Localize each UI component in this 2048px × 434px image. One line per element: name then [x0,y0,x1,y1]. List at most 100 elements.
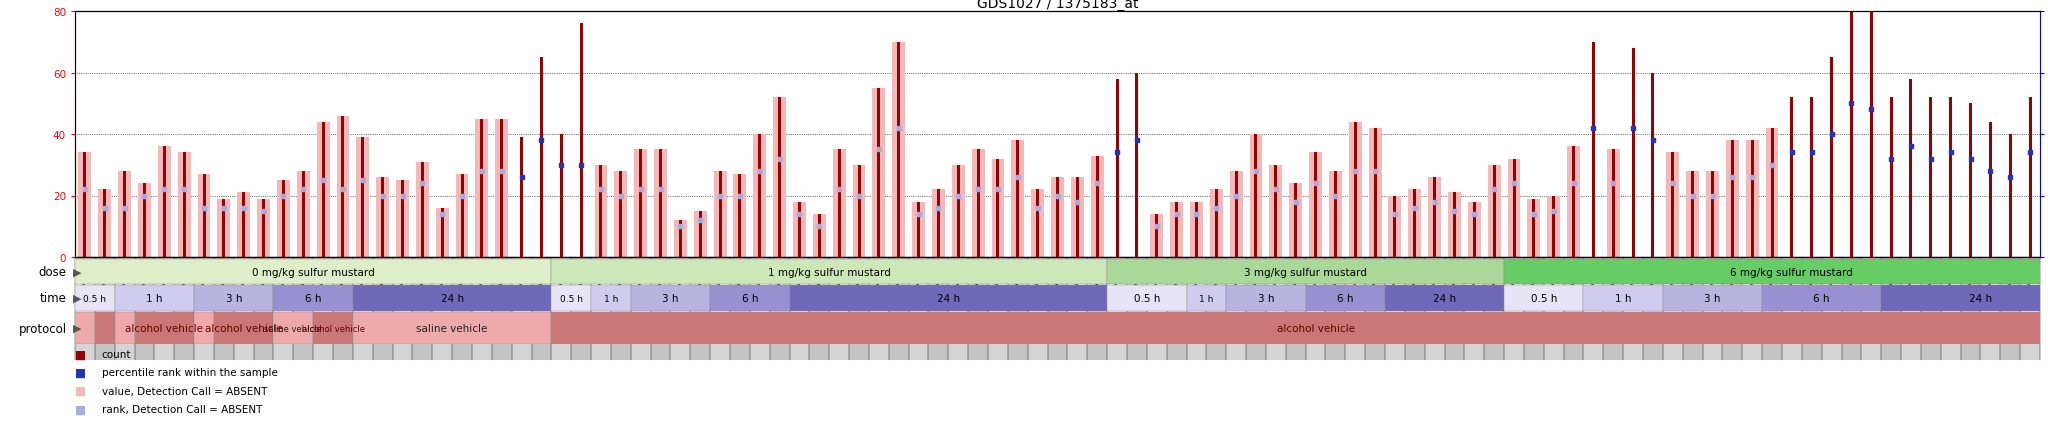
Bar [592,285,631,311]
Bar [203,174,205,257]
Bar [1528,199,1540,257]
Bar [1092,156,1104,257]
FancyBboxPatch shape [809,257,829,361]
FancyBboxPatch shape [233,257,254,361]
Bar [932,190,944,257]
Bar [1075,178,1079,257]
Bar [1772,128,1774,257]
FancyBboxPatch shape [1802,257,1821,361]
Bar [1692,171,1694,257]
Bar [1507,159,1520,257]
Bar [600,165,602,257]
Bar [774,98,786,257]
FancyBboxPatch shape [1901,257,1921,361]
Bar [213,312,274,344]
FancyBboxPatch shape [571,257,592,361]
FancyBboxPatch shape [532,257,551,361]
FancyBboxPatch shape [334,257,352,361]
FancyBboxPatch shape [373,257,393,361]
Bar [1651,73,1655,257]
FancyBboxPatch shape [2019,257,2040,361]
Bar [713,171,727,257]
Bar [1235,171,1237,257]
Bar [1413,190,1417,257]
Text: ■: ■ [76,384,86,397]
Bar [1329,171,1341,257]
Bar [352,285,551,311]
Bar [377,178,389,257]
Bar [580,24,582,257]
Bar [1368,128,1382,257]
Text: count: count [102,349,131,359]
FancyBboxPatch shape [453,257,471,361]
Text: dose: dose [39,265,68,278]
FancyBboxPatch shape [1384,257,1405,361]
FancyBboxPatch shape [711,257,729,361]
Bar [401,181,403,257]
Bar [1546,196,1561,257]
Bar [274,312,313,344]
FancyBboxPatch shape [868,257,889,361]
Bar [659,150,662,257]
FancyBboxPatch shape [432,257,453,361]
Bar [711,285,791,311]
FancyBboxPatch shape [1028,257,1049,361]
Bar [274,285,352,311]
Bar [758,135,762,257]
FancyBboxPatch shape [1087,257,1108,361]
FancyBboxPatch shape [1841,257,1862,361]
FancyBboxPatch shape [274,257,293,361]
Bar [1176,202,1178,257]
FancyBboxPatch shape [770,257,791,361]
FancyBboxPatch shape [1325,257,1346,361]
Bar [1487,165,1501,257]
Bar [1290,184,1303,257]
Bar [956,165,961,257]
Bar [1452,193,1456,257]
FancyBboxPatch shape [1882,257,1901,361]
FancyBboxPatch shape [670,257,690,361]
Bar [440,208,444,257]
Text: 3 h: 3 h [1257,293,1274,303]
Bar [1591,43,1595,257]
FancyBboxPatch shape [1405,257,1425,361]
Bar [1608,150,1620,257]
Bar [1096,156,1098,257]
FancyBboxPatch shape [610,257,631,361]
Text: 0.5 h: 0.5 h [1530,293,1556,303]
Text: ▶: ▶ [74,323,82,333]
FancyBboxPatch shape [889,257,909,361]
Bar [1307,285,1384,311]
Bar [614,171,627,257]
FancyBboxPatch shape [135,257,154,361]
Text: ■: ■ [76,348,86,361]
Bar [739,174,741,257]
Bar [618,171,623,257]
Text: 6 h: 6 h [1812,293,1831,303]
FancyBboxPatch shape [1702,257,1722,361]
Bar [1434,178,1436,257]
Bar [918,202,920,257]
Bar [1393,196,1397,257]
Bar [1071,178,1083,257]
Bar [799,202,801,257]
FancyBboxPatch shape [1524,257,1544,361]
Bar [1186,285,1227,311]
FancyBboxPatch shape [293,257,313,361]
Bar [1612,150,1614,257]
Bar [631,285,711,311]
Bar [301,171,305,257]
Bar [1057,178,1059,257]
Bar [164,147,166,257]
Bar [1409,190,1421,257]
FancyBboxPatch shape [174,257,195,361]
FancyBboxPatch shape [1583,257,1604,361]
Bar [1989,122,1993,257]
Text: ■: ■ [76,366,86,379]
Bar [276,181,291,257]
Text: 1 mg/kg sulfur mustard: 1 mg/kg sulfur mustard [768,267,891,277]
Bar [158,147,170,257]
Bar [195,312,213,344]
FancyBboxPatch shape [1227,257,1245,361]
Bar [1333,171,1337,257]
